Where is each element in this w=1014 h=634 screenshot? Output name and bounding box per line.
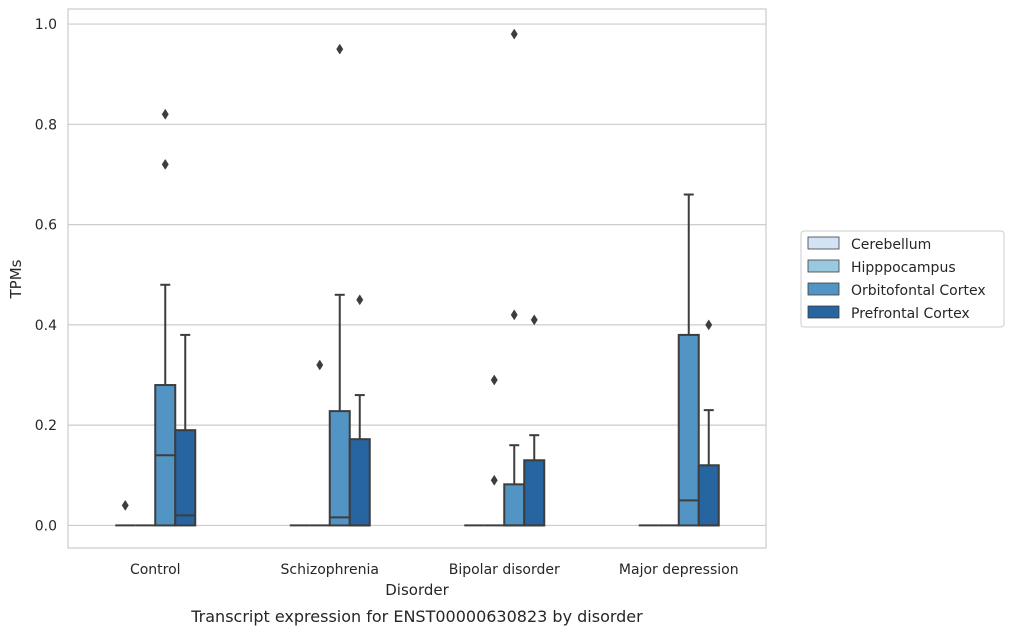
outlier-marker bbox=[316, 359, 324, 371]
legend: Cerebellum Hipppocampus Orbitofontal Corte… bbox=[800, 230, 1005, 328]
x-tick-label: Major depression bbox=[619, 562, 739, 578]
box-body bbox=[677, 333, 700, 527]
x-tick-label: Schizophrenia bbox=[281, 562, 379, 578]
box-prefrontal-cortex bbox=[523, 434, 546, 527]
box-prefrontal-cortex bbox=[174, 333, 197, 527]
legend-swatch bbox=[807, 259, 840, 273]
box-orbitofontal-cortex bbox=[503, 444, 526, 527]
box-body bbox=[697, 464, 720, 527]
outlier-marker bbox=[510, 309, 518, 321]
legend-frame bbox=[800, 230, 1005, 328]
box-body bbox=[503, 483, 526, 527]
box-body bbox=[348, 438, 371, 527]
legend-swatch bbox=[807, 305, 840, 319]
outlier-marker bbox=[161, 108, 169, 120]
box-prefrontal-cortex bbox=[697, 409, 720, 527]
legend-label: Orbitofontal Cortex bbox=[851, 283, 986, 299]
y-tick-labels: 0.0 0.2 0.4 0.6 0.8 1.0 bbox=[35, 17, 57, 534]
box-body bbox=[174, 429, 197, 527]
outlier-marker bbox=[336, 43, 344, 55]
box-orbitofontal-cortex bbox=[677, 193, 700, 527]
outlier-marker bbox=[530, 314, 538, 326]
legend-label: Prefrontal Cortex bbox=[851, 306, 970, 322]
outlier-marker bbox=[121, 499, 129, 511]
x-tick-label: Control bbox=[130, 562, 181, 578]
outlier-marker bbox=[161, 158, 169, 170]
y-tick-label: 0.6 bbox=[35, 218, 57, 234]
box-body bbox=[328, 410, 351, 527]
y-tick-label: 0.4 bbox=[35, 318, 57, 334]
y-axis-label: TPMs bbox=[7, 259, 25, 299]
plot-frame bbox=[67, 8, 767, 549]
y-tick-label: 1.0 bbox=[35, 17, 57, 33]
y-tick-label: 0.2 bbox=[35, 418, 57, 434]
outlier-marker bbox=[510, 28, 518, 40]
legend-swatch bbox=[807, 236, 840, 250]
x-tick-label: Bipolar disorder bbox=[449, 562, 560, 578]
outlier-marker bbox=[705, 319, 713, 331]
box-prefrontal-cortex bbox=[348, 394, 371, 527]
x-tick-labels: Control Schizophrenia Bipolar disorder Majo… bbox=[130, 562, 739, 578]
box-series bbox=[115, 193, 720, 527]
y-tick-label: 0.0 bbox=[35, 518, 57, 534]
outlier-marker bbox=[490, 474, 498, 486]
legend-label: Cerebellum bbox=[851, 237, 931, 253]
chart-title: Transcript expression for ENST0000063082… bbox=[190, 607, 643, 626]
outlier-points bbox=[121, 28, 713, 511]
legend-label: Hipppocampus bbox=[851, 260, 956, 276]
x-axis-label: Disorder bbox=[385, 581, 449, 599]
box-orbitofontal-cortex bbox=[328, 293, 351, 527]
box-orbitofontal-cortex bbox=[154, 283, 177, 527]
legend-swatch bbox=[807, 282, 840, 296]
outlier-marker bbox=[356, 294, 364, 306]
box-body bbox=[523, 459, 546, 527]
outlier-marker bbox=[490, 374, 498, 386]
y-tick-label: 0.8 bbox=[35, 117, 57, 133]
